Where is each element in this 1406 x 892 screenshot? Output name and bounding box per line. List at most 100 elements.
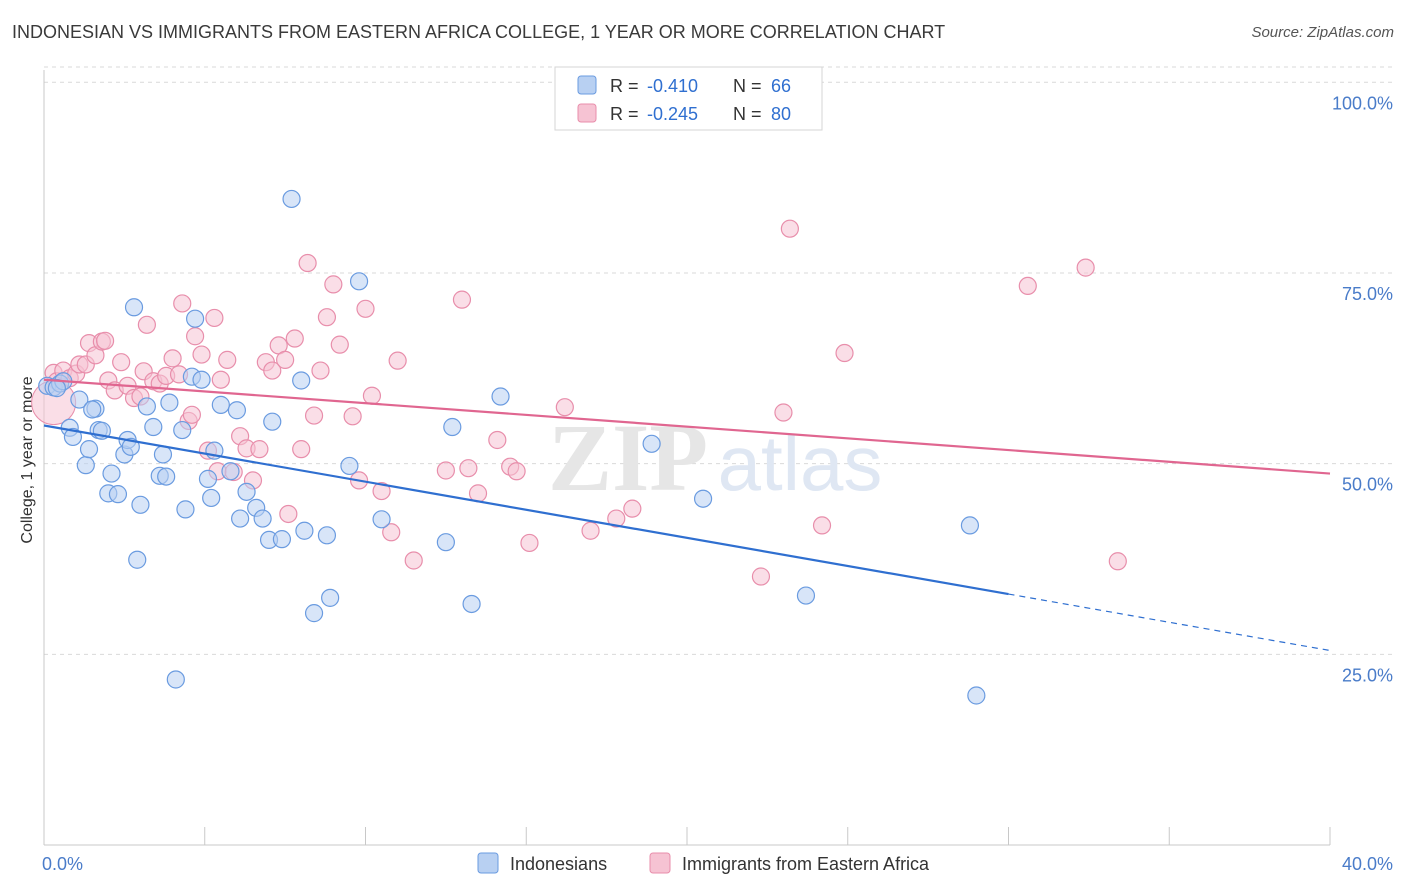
blue-point-23: [153, 445, 173, 464]
pink-point-78: [1108, 552, 1127, 571]
blue-point-57: [491, 387, 510, 406]
pink-point-47: [311, 361, 330, 380]
pink-point-50: [330, 335, 349, 354]
pink-point-54: [362, 386, 382, 405]
pink-point-60: [452, 290, 472, 309]
blue-point-60: [796, 586, 816, 605]
blue-point-63: [124, 298, 144, 317]
blue-point-21: [144, 417, 163, 437]
blue-point-30: [186, 309, 205, 328]
y-tick-label-0: 100.0%: [1332, 93, 1393, 113]
blue-point-36: [221, 462, 240, 481]
series-legend: Indonesians Immigrants from Eastern Afri…: [477, 852, 930, 874]
blue-point-28: [176, 500, 195, 519]
pink-point-73: [780, 219, 799, 238]
blue-point-59: [693, 489, 713, 508]
pink-point-63: [488, 430, 507, 450]
pink-point-70: [623, 499, 642, 518]
pink-point-53: [356, 299, 375, 318]
blue-point-17: [121, 437, 140, 456]
blue-point-27: [173, 420, 192, 440]
watermark-zip: ZIP: [548, 404, 708, 511]
pink-point-57: [388, 351, 407, 370]
pink-point-39: [263, 361, 282, 380]
blue-point-32: [198, 469, 218, 488]
pink-point-43: [285, 329, 304, 348]
blue-point-20: [137, 397, 156, 416]
pink-point-65: [507, 462, 526, 481]
pink-point-42: [279, 504, 298, 524]
blue-point-41: [253, 509, 272, 528]
blue-point-24: [157, 467, 176, 486]
legend-pink-n-label: N =: [733, 104, 762, 124]
blue-point-48: [304, 604, 324, 623]
legend-blue-r-value: -0.410: [647, 76, 698, 96]
blue-point-25: [160, 393, 179, 412]
pink-point-23: [173, 294, 192, 313]
blue-point-18: [128, 550, 147, 569]
legend-pink-r-value: -0.245: [647, 104, 698, 124]
series-indonesians: [38, 189, 986, 705]
pink-point-37: [250, 440, 269, 459]
blue-point-33: [202, 488, 221, 508]
blue-point-65: [83, 400, 102, 419]
bottom-legend-swatch-pink: [649, 852, 671, 874]
pink-trend-line: [43, 378, 1331, 475]
x-tick-label-0: 0.0%: [42, 854, 83, 874]
blue-point-49: [317, 526, 337, 545]
blue-point-6: [70, 390, 89, 409]
blue-point-38: [231, 509, 250, 528]
pink-point-74: [812, 516, 832, 535]
trend-lines: [43, 378, 1331, 652]
legend-swatch-pink: [577, 103, 597, 123]
pink-point-31: [211, 370, 230, 389]
blue-point-54: [436, 533, 455, 552]
pink-point-56: [382, 523, 401, 542]
pink-point-27: [192, 345, 211, 364]
y-axis-label: College, 1 year or more: [19, 376, 36, 543]
blue-point-46: [292, 371, 311, 390]
blue-point-5: [63, 427, 83, 447]
blue-point-14: [108, 485, 128, 504]
pink-point-44: [292, 440, 311, 459]
blue-trend-extension: [1008, 593, 1331, 652]
pink-point-67: [555, 398, 574, 417]
legend-blue-n-value: 66: [771, 76, 791, 96]
blue-point-51: [340, 456, 359, 476]
pink-point-79: [95, 331, 115, 350]
legend-blue-n-label: N =: [733, 76, 762, 96]
correlation-legend: R = -0.410 N = 66 R = -0.245 N = 80: [554, 66, 823, 131]
blue-point-58: [642, 434, 661, 453]
pink-point-61: [459, 459, 478, 478]
blue-point-44: [272, 530, 292, 549]
pink-point-77: [1076, 258, 1095, 277]
pink-point-32: [218, 350, 237, 369]
pink-point-45: [298, 253, 317, 273]
blue-point-13: [102, 464, 121, 483]
legend-blue-r-label: R =: [610, 76, 639, 96]
pink-point-29: [205, 308, 224, 328]
blue-point-56: [462, 594, 481, 614]
blue-point-47: [295, 521, 314, 540]
blue-point-55: [443, 417, 462, 437]
pink-point-25: [182, 405, 201, 424]
pink-point-51: [343, 407, 362, 426]
watermark-atlas: atlas: [718, 419, 883, 507]
y-tick-label-1: 75.0%: [1342, 284, 1393, 304]
blue-point-43: [263, 412, 282, 431]
blue-point-31: [192, 370, 211, 389]
blue-point-52: [349, 272, 369, 291]
pink-point-76: [1018, 276, 1037, 296]
x-axis-tick-labels: 0.0% 40.0%: [42, 854, 1393, 874]
legend-swatch-blue: [577, 75, 597, 95]
pink-point-21: [163, 349, 182, 368]
pink-point-46: [304, 406, 324, 425]
pink-point-66: [520, 533, 539, 553]
blue-point-7: [76, 456, 95, 475]
pink-point-55: [372, 481, 391, 501]
pink-point-71: [751, 567, 771, 586]
legend-box: [554, 66, 823, 131]
chart-title: INDONESIAN VS IMMIGRANTS FROM EASTERN AF…: [12, 22, 946, 42]
blue-point-37: [227, 401, 246, 420]
